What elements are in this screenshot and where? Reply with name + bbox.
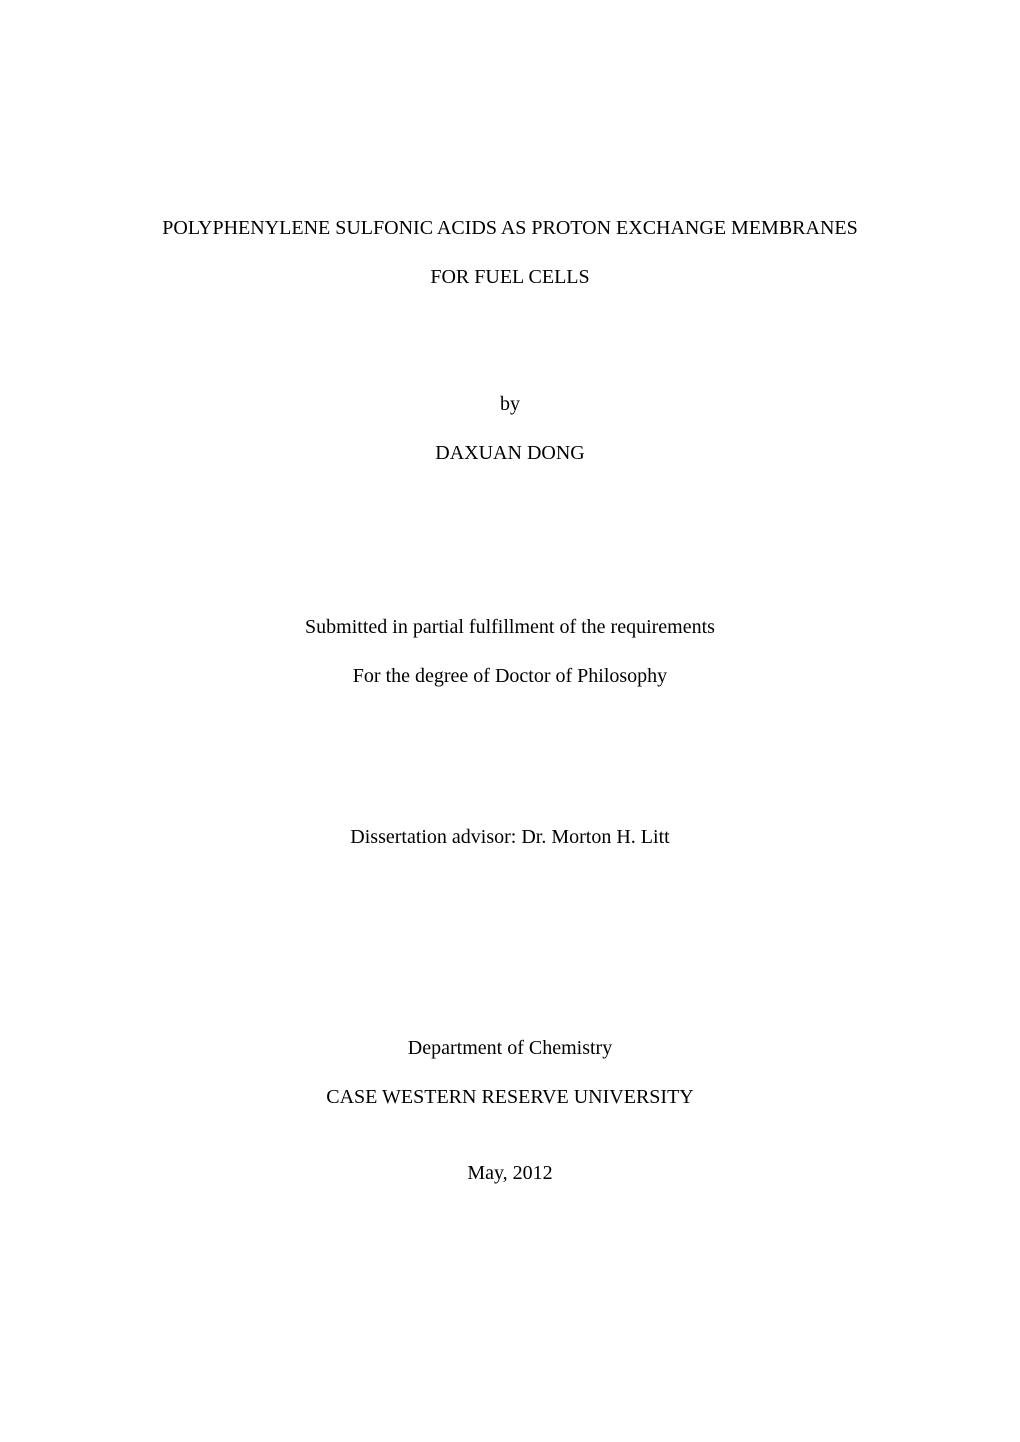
university-name: CASE WESTERN RESERVE UNIVERSITY [130, 1073, 890, 1122]
author-name: DAXUAN DONG [130, 429, 890, 478]
byline-block: by DAXUAN DONG [130, 380, 890, 478]
title-line-1: POLYPHENYLENE SULFONIC ACIDS AS PROTON E… [130, 204, 890, 253]
dissertation-title-page: POLYPHENYLENE SULFONIC ACIDS AS PROTON E… [0, 0, 1020, 1442]
submitted-line-2: For the degree of Doctor of Philosophy [130, 652, 890, 701]
department-block: Department of Chemistry CASE WESTERN RES… [130, 1024, 890, 1122]
submitted-line-1: Submitted in partial fulfillment of the … [130, 603, 890, 652]
advisor-text: Dissertation advisor: Dr. Morton H. Litt [350, 826, 669, 848]
title-block: POLYPHENYLENE SULFONIC ACIDS AS PROTON E… [130, 204, 890, 302]
title-line-2: FOR FUEL CELLS [130, 253, 890, 302]
department-name: Department of Chemistry [130, 1024, 890, 1073]
advisor-block: Dissertation advisor: Dr. Morton H. Litt [130, 826, 890, 849]
submitted-block: Submitted in partial fulfillment of the … [130, 603, 890, 701]
date-block: May, 2012 [130, 1162, 890, 1185]
date-text: May, 2012 [467, 1162, 552, 1184]
by-word: by [130, 380, 890, 429]
